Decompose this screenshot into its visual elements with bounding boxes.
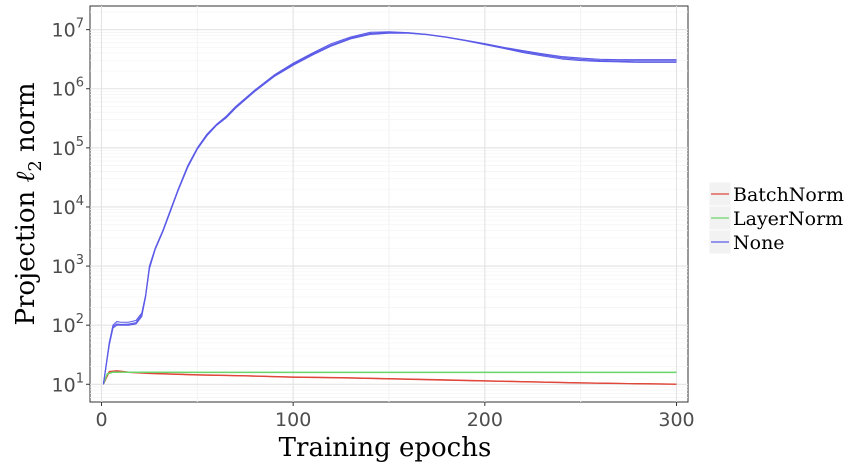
- legend-label-layernorm: LayerNorm: [733, 208, 843, 230]
- legend-label-batchnorm: BatchNorm: [733, 184, 844, 206]
- y-tick-label: 102: [52, 312, 84, 337]
- x-tick-label: 300: [658, 409, 694, 431]
- y-tick-label: 101: [52, 371, 84, 396]
- y-tick-label: 106: [52, 76, 84, 101]
- y-axis-ticks: 101 102 103 104 105 106 107: [52, 17, 90, 396]
- x-axis-ticks: 0 100 200 300: [95, 402, 695, 431]
- x-axis-title: Training epochs: [279, 433, 492, 463]
- series-line-none-run-2: [102, 32, 677, 385]
- x-tick-label: 100: [275, 409, 311, 431]
- y-tick-label: 103: [52, 253, 84, 278]
- y-axis-title-subscript: 2: [25, 160, 46, 171]
- x-tick-label: 0: [95, 409, 107, 431]
- grid: [90, 6, 688, 402]
- legend-label-none: None: [733, 232, 785, 254]
- series-line-layernorm-run-3: [102, 371, 677, 385]
- y-tick-label: 104: [52, 194, 84, 219]
- y-axis-title: Projection ℓ2 norm: [11, 82, 46, 325]
- y-axis-title-suffix: norm: [11, 82, 41, 160]
- series-line-none-run-3: [102, 32, 677, 385]
- series-layer: [102, 31, 677, 385]
- y-tick-label: 107: [52, 17, 84, 42]
- y-axis-title-prefix: Projection: [11, 183, 41, 326]
- x-tick-label: 200: [467, 409, 503, 431]
- y-tick-label: 105: [52, 135, 84, 160]
- y-axis-title-symbol: ℓ: [11, 172, 41, 183]
